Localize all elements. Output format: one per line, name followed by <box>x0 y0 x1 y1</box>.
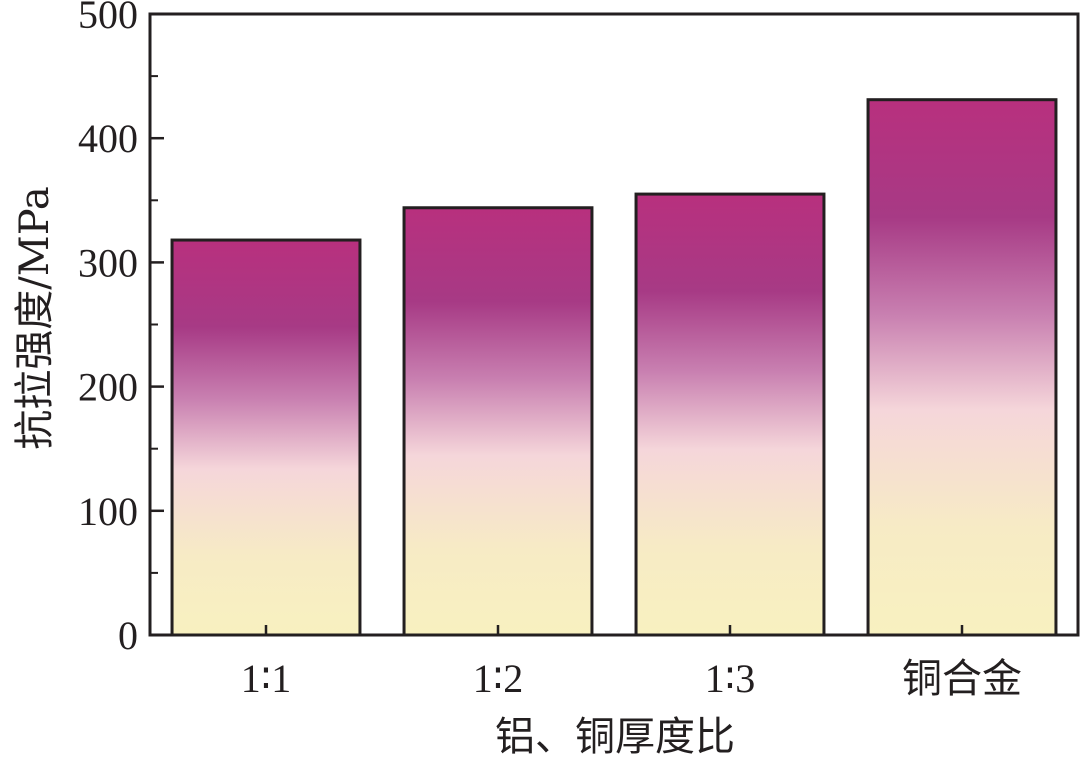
x-tick-label: 1∶1 <box>241 656 291 701</box>
y-tick-label: 100 <box>78 489 138 534</box>
y-tick-label: 0 <box>118 613 138 658</box>
bars-group <box>170 98 1058 637</box>
y-tick-label: 400 <box>78 116 138 161</box>
bar-4 <box>866 98 1058 637</box>
x-axis-title: 铝、铜厚度比 <box>495 714 735 758</box>
bar-2 <box>402 206 594 637</box>
x-tick-label: 1∶2 <box>473 656 523 701</box>
x-axis-ticks: 1∶1 1∶2 1∶3 铜合金 <box>241 625 1022 701</box>
x-tick-label: 铜合金 <box>902 656 1022 701</box>
y-tick-label: 200 <box>78 365 138 410</box>
y-axis-ticks: 0 100 200 300 400 500 <box>78 0 164 658</box>
y-tick-label: 500 <box>78 0 138 37</box>
y-axis-title: 抗拉强度/MPa <box>12 186 58 449</box>
x-tick-label: 1∶3 <box>705 656 755 701</box>
bar-1 <box>170 238 362 637</box>
y-tick-label: 300 <box>78 240 138 285</box>
bar-3 <box>634 192 826 637</box>
